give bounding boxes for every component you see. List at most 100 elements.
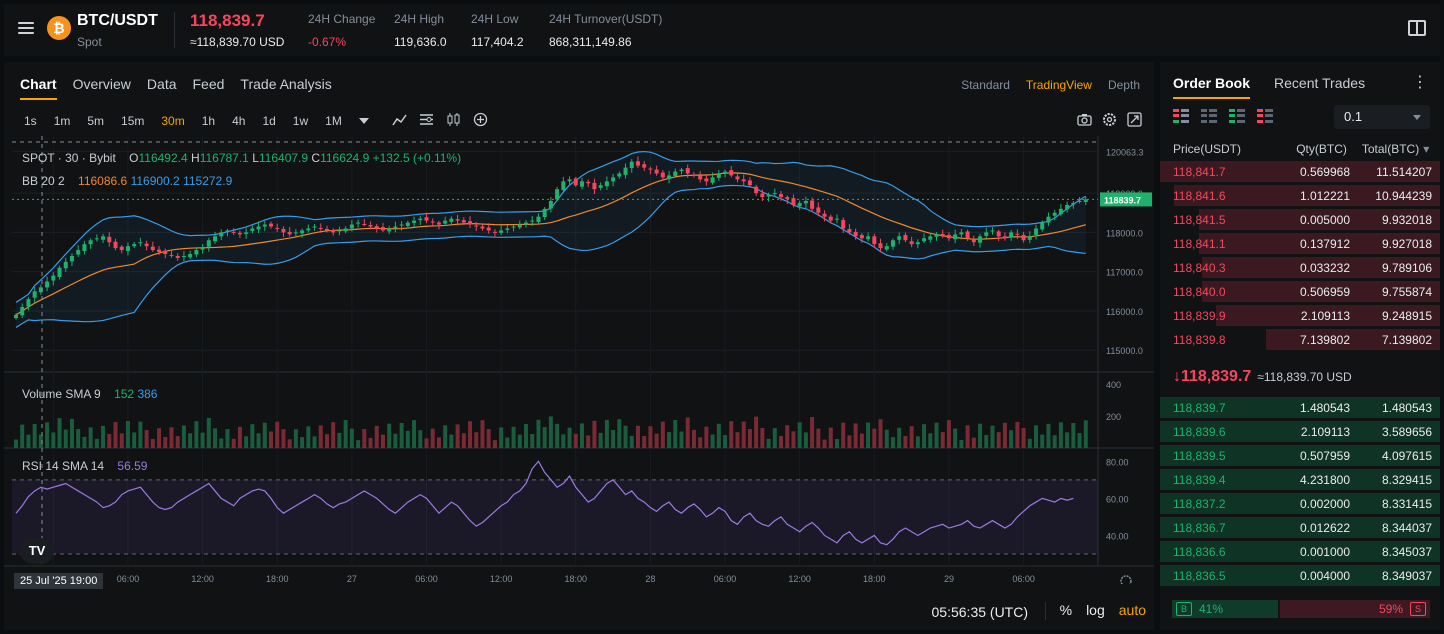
time-tick-label: 18:00 <box>266 574 289 584</box>
auto-scale-button[interactable]: auto <box>1118 602 1146 618</box>
bid-row[interactable]: 118,836.6 0.001000 8.345037 <box>1160 540 1440 563</box>
candle-body <box>324 228 329 231</box>
candle-body <box>754 186 759 194</box>
tab-order-book[interactable]: Order Book <box>1173 75 1251 99</box>
sort-chevron-icon[interactable]: ▾ <box>1423 142 1430 156</box>
interval-30m[interactable]: 30m <box>161 114 185 128</box>
tab-recent-trades[interactable]: Recent Trades <box>1274 75 1366 91</box>
candle-body <box>567 179 572 182</box>
candle-body <box>1021 234 1026 241</box>
view-depth[interactable]: Depth <box>1107 78 1140 92</box>
ask-price: 118,839.8 <box>1173 332 1226 347</box>
tab-overview[interactable]: Overview <box>72 76 131 92</box>
candle-body <box>604 181 609 187</box>
candle-body <box>928 236 933 240</box>
book-icon[interactable] <box>1408 20 1426 36</box>
interval-1M[interactable]: 1M <box>325 114 342 128</box>
bid-row[interactable]: 118,836.7 0.012622 8.344037 <box>1160 516 1440 539</box>
interval-1d[interactable]: 1d <box>262 114 276 128</box>
volume-bar <box>1002 422 1007 448</box>
bid-row[interactable]: 118,836.5 0.004000 8.349037 <box>1160 564 1440 587</box>
candle-body <box>685 168 690 174</box>
col-total[interactable]: Total(BTC) <box>1361 142 1420 156</box>
candle-body <box>897 236 902 240</box>
candle-body <box>455 219 460 221</box>
log-scale-button[interactable]: log <box>1086 602 1105 618</box>
interval-5m[interactable]: 5m <box>87 114 105 128</box>
stat-value: -0.67% <box>308 35 347 49</box>
indicators-icon[interactable] <box>392 112 407 127</box>
layout-bids-icon[interactable] <box>1229 109 1245 123</box>
settings-lines-icon[interactable] <box>419 112 434 127</box>
ask-row[interactable]: 118,839.8 7.139802 7.139802 <box>1160 328 1440 351</box>
candle-body <box>723 171 728 174</box>
bid-depth-bar <box>1160 565 1440 586</box>
interval-1s[interactable]: 1s <box>24 114 37 128</box>
ask-row[interactable]: 118,841.1 0.137912 9.927018 <box>1160 232 1440 255</box>
ask-row[interactable]: 118,841.7 0.569968 11.514207 <box>1160 160 1440 183</box>
tab-feed[interactable]: Feed <box>192 76 225 92</box>
ask-row[interactable]: 118,840.3 0.033232 9.789106 <box>1160 256 1440 279</box>
candlestick-icon[interactable] <box>446 112 461 127</box>
ask-row[interactable]: 118,841.5 0.005000 9.932018 <box>1160 208 1440 231</box>
candle-body <box>978 236 983 243</box>
price-chart[interactable]: 115000.0116000.0117000.0118000.0119000.0… <box>4 136 1154 584</box>
bid-row[interactable]: 118,839.4 4.231800 8.329415 <box>1160 468 1440 491</box>
interval-1h[interactable]: 1h <box>201 114 216 128</box>
menu-icon[interactable] <box>18 22 34 36</box>
tab-chart[interactable]: Chart <box>20 76 57 100</box>
view-standard[interactable]: Standard <box>961 78 1010 92</box>
candle-body <box>88 240 93 245</box>
interval-4h[interactable]: 4h <box>232 114 246 128</box>
precision-select[interactable]: 0.1 <box>1334 105 1430 129</box>
candle-body <box>1034 228 1039 235</box>
ask-row[interactable]: 118,840.0 0.506959 9.755874 <box>1160 280 1440 303</box>
ask-qty: 0.506959 <box>1299 284 1350 299</box>
layout-asks-icon[interactable] <box>1257 109 1273 123</box>
ask-row[interactable]: 118,839.9 2.109113 9.248915 <box>1160 304 1440 327</box>
tab-data[interactable]: Data <box>146 76 177 92</box>
candle-body <box>399 224 404 226</box>
bid-row[interactable]: 118,839.6 2.109113 3.589656 <box>1160 420 1440 443</box>
candle-body <box>629 161 634 169</box>
candle-body <box>648 168 653 170</box>
bb-band-fill <box>16 151 1086 328</box>
fullscreen-icon[interactable] <box>1127 112 1142 127</box>
gear-icon[interactable] <box>1102 112 1117 127</box>
candle-body <box>555 189 560 200</box>
add-indicator-icon[interactable] <box>473 112 488 127</box>
candle-body <box>125 246 130 252</box>
interval-15m[interactable]: 15m <box>121 114 145 128</box>
layout-grid-icon[interactable] <box>1201 109 1217 123</box>
volume-bar <box>244 436 249 448</box>
volume-bar <box>424 438 429 448</box>
candle-body <box>517 224 522 228</box>
volume-bar <box>611 429 616 448</box>
volume-legend: Volume SMA 9 152 386 <box>22 387 157 401</box>
tab-trade-analysis[interactable]: Trade Analysis <box>240 76 332 92</box>
ask-depth-bar <box>1216 305 1440 326</box>
volume-bar <box>517 434 522 448</box>
axis-gear-icon[interactable] <box>1120 575 1132 584</box>
percent-scale-button[interactable]: % <box>1059 602 1073 618</box>
layout-both-icon[interactable] <box>1173 109 1189 123</box>
more-options-icon[interactable]: ⋮ <box>1412 74 1428 91</box>
utc-clock[interactable]: 05:56:35 (UTC) <box>931 604 1028 620</box>
bid-row[interactable]: 118,839.5 0.507959 4.097615 <box>1160 444 1440 467</box>
view-tradingview[interactable]: TradingView <box>1025 78 1092 92</box>
ask-row[interactable]: 118,841.6 1.012221 10.944239 <box>1160 184 1440 207</box>
pair-name[interactable]: BTC/USDT <box>77 12 158 29</box>
interval-1w[interactable]: 1w <box>292 114 309 128</box>
time-tick-label: 06:00 <box>117 574 140 584</box>
candle-body <box>26 299 31 307</box>
legend-close: 116624.9 <box>320 151 370 165</box>
interval-1m[interactable]: 1m <box>53 114 71 128</box>
col-price: Price(USDT) <box>1173 142 1241 156</box>
ask-qty: 0.137912 <box>1299 236 1350 251</box>
candle-body <box>984 232 989 236</box>
volume-bar <box>337 432 342 448</box>
camera-icon[interactable] <box>1077 112 1092 127</box>
bid-row[interactable]: 118,839.7 1.480543 1.480543 <box>1160 396 1440 419</box>
bid-row[interactable]: 118,837.2 0.002000 8.331415 <box>1160 492 1440 515</box>
interval-more-chevron-icon[interactable] <box>358 118 369 124</box>
